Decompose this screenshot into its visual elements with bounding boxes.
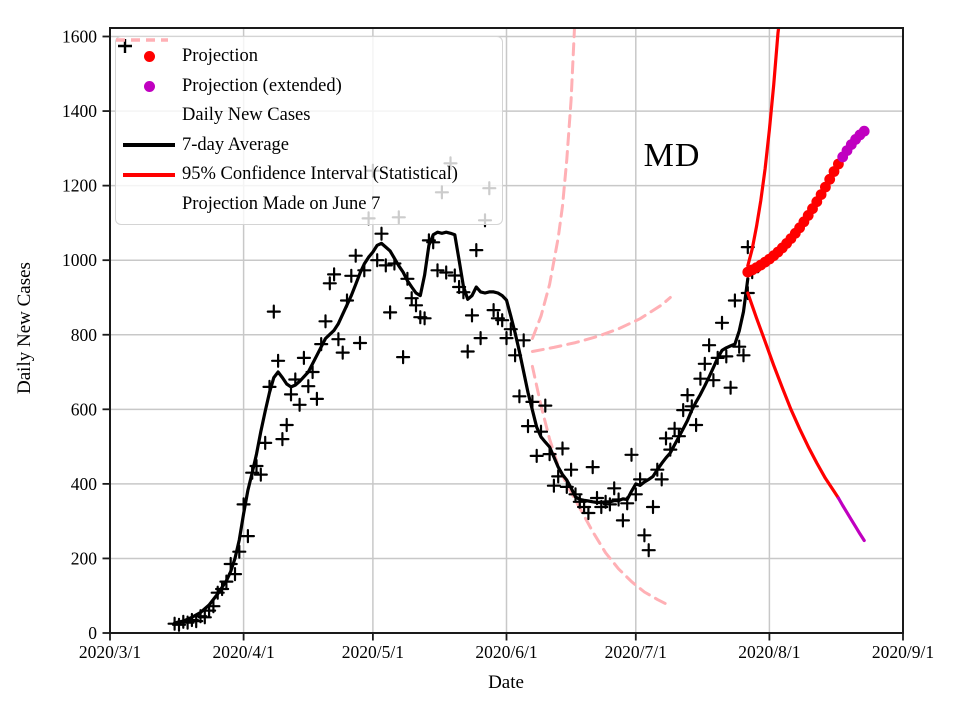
- axes: 2020/3/1 2020/4/1 2020/5/1 2020/6/1 2020/7/1…: [62, 27, 934, 663]
- ci-lower-extended-line: [836, 496, 866, 543]
- x-tick-label: 2020/7/1: [605, 642, 667, 662]
- legend-item-label: Daily New Cases: [182, 105, 311, 126]
- legend-item-label: 7-day Average: [182, 134, 290, 155]
- state-annotation: MD: [643, 137, 701, 174]
- legend: Projection Projection (extended) Daily New…: [115, 36, 503, 225]
- legend-item-95-confidence-interval-statistical: 95% Confidence Interval (Statistical): [116, 161, 502, 188]
- ci-upper-line: [746, 28, 781, 268]
- y-tick-label: 600: [71, 399, 98, 419]
- legend-item-daily-new-cases: Daily New Cases: [116, 39, 502, 129]
- legend-item-7-day-average: 7-day Average: [116, 132, 502, 159]
- june7-projection-branch-2: [530, 364, 668, 606]
- y-tick-label: 800: [71, 325, 98, 345]
- projection-extended-dots: [837, 125, 870, 163]
- x-tick-label: 2020/5/1: [342, 642, 404, 662]
- dot-marker-icon: [116, 51, 182, 63]
- seven-day-average-line: [173, 230, 750, 625]
- line-marker-icon: [116, 143, 182, 148]
- y-tick-label: 1400: [62, 101, 97, 121]
- y-tick-label: 1200: [62, 176, 97, 196]
- june7-projection-branch-1: [530, 28, 576, 340]
- x-tick-label: 2020/4/1: [212, 642, 274, 662]
- y-tick-label: 0: [88, 623, 97, 643]
- ci-lower-line: [746, 291, 840, 500]
- x-axis-title: Date: [488, 672, 524, 693]
- legend-item-projection-extended: Projection (extended): [116, 73, 502, 100]
- y-tick-label: 1600: [62, 27, 97, 47]
- y-axis-title: Daily New Cases: [14, 262, 35, 394]
- june7-projection-branch-0: [530, 296, 672, 353]
- x-tick-label: 2020/8/1: [738, 642, 800, 662]
- legend-item-label: Projection: [182, 46, 259, 67]
- legend-item-label: Projection (extended): [182, 75, 342, 96]
- legend-item-label: Projection Made on June 7: [182, 193, 381, 214]
- dot-marker-icon: [116, 80, 182, 92]
- y-tick-label: 200: [71, 548, 98, 568]
- y-tick-label: 400: [71, 474, 98, 494]
- x-tick-label: 2020/6/1: [475, 642, 537, 662]
- daily-new-cases-scatter: [167, 156, 760, 632]
- legend-item-projection-made-on-june-7: Projection Made on June 7: [116, 38, 502, 218]
- x-tick-label: 2020/3/1: [79, 642, 141, 662]
- legend-item-label: 95% Confidence Interval (Statistical): [182, 164, 458, 185]
- legend-item-projection: Projection: [116, 43, 502, 70]
- x-tick-label: 2020/9/1: [872, 642, 934, 662]
- y-tick-label: 1000: [62, 250, 97, 270]
- line-marker-icon: [116, 172, 182, 177]
